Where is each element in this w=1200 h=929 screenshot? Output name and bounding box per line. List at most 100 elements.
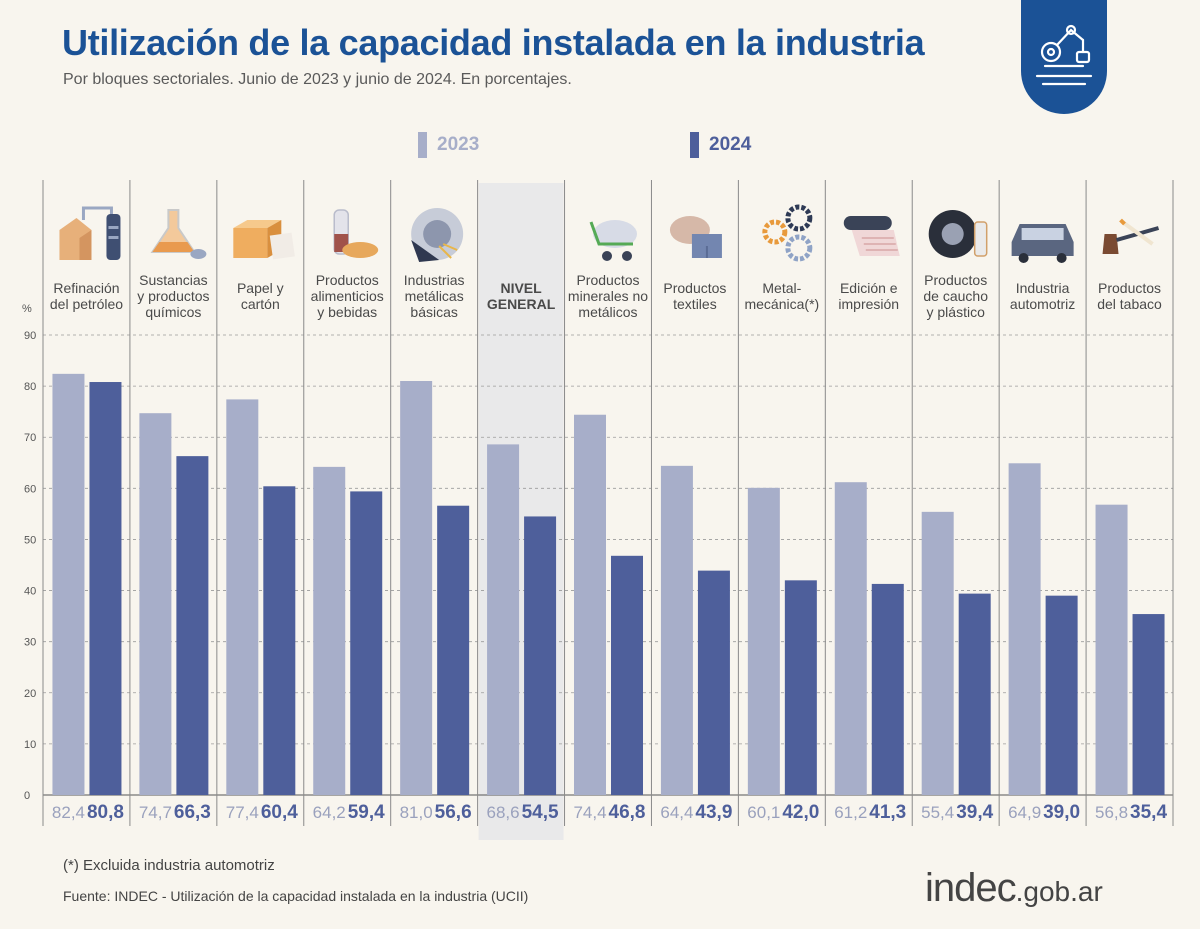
category-label: y bebidas [317, 304, 377, 320]
bar-2023 [1008, 463, 1041, 795]
bar-2024 [176, 456, 209, 795]
bar-2023 [660, 465, 693, 795]
legend-2024: 2024 [690, 132, 751, 158]
data-label-2023: 81,0 [400, 803, 433, 822]
y-tick-label: 70 [24, 432, 36, 444]
data-label-2024: 46,8 [609, 802, 646, 823]
category-label: del petróleo [50, 296, 123, 312]
data-label-2024: 56,6 [435, 802, 472, 823]
data-label-2023: 74,7 [139, 803, 172, 822]
industry-badge [1021, 0, 1107, 114]
legend-swatch-2024 [690, 132, 699, 158]
bar-2024 [437, 505, 470, 795]
bar-2023 [1095, 504, 1128, 795]
data-label-2024: 42,0 [782, 802, 819, 823]
category-label: Industria [1016, 280, 1070, 296]
textile-spool-icon [669, 216, 722, 258]
tire-icon [928, 210, 988, 258]
metal-saw-icon [411, 208, 464, 262]
printing-roll-icon [843, 216, 900, 256]
y-tick-label: 60 [24, 483, 36, 495]
data-label-2023: 64,2 [313, 803, 346, 822]
category-label: Productos [316, 272, 379, 288]
data-label-2024: 54,5 [522, 802, 559, 823]
category-label: de caucho [923, 288, 988, 304]
y-tick-label: 30 [24, 637, 36, 649]
data-label-2023: 61,2 [834, 803, 867, 822]
data-label-2024: 80,8 [87, 802, 124, 823]
data-label-2024: 39,0 [1043, 802, 1080, 823]
source-note: Fuente: INDEC - Utilización de la capaci… [63, 888, 529, 904]
bar-2024 [784, 580, 817, 795]
bar-2024 [1132, 614, 1165, 795]
y-tick-label: 50 [24, 534, 36, 546]
bar-2024 [871, 583, 904, 795]
y-tick-label: 0 [24, 790, 30, 802]
bar-2023 [574, 414, 606, 795]
bar-2024 [350, 491, 383, 795]
category-label: básicas [410, 304, 457, 320]
category-label: textiles [673, 296, 717, 312]
legend-label-2023: 2023 [437, 134, 480, 155]
data-label-2023: 55,4 [921, 803, 954, 822]
category-label: Metal- [762, 280, 801, 296]
chemistry-flask-icon [150, 209, 207, 259]
bar-2023 [921, 511, 954, 795]
bar-2023 [400, 381, 433, 795]
bar-2023 [226, 399, 259, 795]
category-label: Sustancias [139, 272, 207, 288]
y-tick-label: 40 [24, 586, 36, 598]
data-label-2023: 82,4 [52, 803, 85, 822]
data-label-2024: 39,4 [956, 802, 993, 823]
category-label: Productos [1098, 280, 1161, 296]
footnote: (*) Excluida industria automotriz [63, 857, 275, 874]
bar-2024 [524, 516, 557, 795]
data-label-2024: 59,4 [348, 802, 385, 823]
bar-2024 [89, 382, 122, 795]
data-label-2024: 60,4 [261, 802, 298, 823]
category-label: del tabaco [1097, 296, 1162, 312]
bar-2024 [1045, 595, 1078, 795]
category-label: Productos [663, 280, 726, 296]
bar-2023 [487, 444, 520, 795]
brand-main: indec [925, 866, 1017, 910]
category-label: y plástico [927, 304, 986, 320]
data-label-2023: 60,1 [747, 803, 780, 822]
data-label-2023: 64,9 [1008, 803, 1041, 822]
category-label: minerales no [568, 288, 648, 304]
robot-arm-icon [1035, 24, 1093, 86]
cement-mixer-icon [589, 220, 637, 261]
y-tick-label: 20 [24, 688, 36, 700]
gears-icon [762, 204, 813, 262]
data-label-2023: 68,6 [487, 803, 520, 822]
page-subtitle: Por bloques sectoriales. Junio de 2023 y… [63, 71, 572, 88]
category-label: Productos [576, 272, 639, 288]
category-label: metálicas [405, 288, 464, 304]
tobacco-pipe-icon [1102, 218, 1160, 254]
category-label: alimenticios [311, 288, 384, 304]
brand-logo: indec.gob.ar [925, 866, 1103, 911]
data-label-2023: 56,8 [1095, 803, 1128, 822]
bar-2024 [958, 593, 991, 795]
bar-2024 [263, 486, 296, 795]
bar-2023 [139, 413, 172, 795]
category-label: y productos [137, 288, 209, 304]
bar-2023 [834, 482, 867, 795]
data-label-2023: 74,4 [573, 803, 606, 822]
bar-2023 [52, 373, 85, 795]
bar-2023 [747, 487, 780, 795]
data-label-2024: 35,4 [1130, 802, 1167, 823]
category-label: químicos [145, 304, 201, 320]
car-icon [1011, 224, 1074, 263]
category-label: cartón [241, 296, 280, 312]
data-label-2024: 66,3 [174, 802, 211, 823]
legend-label-2024: 2024 [709, 134, 752, 155]
data-label-2024: 43,9 [695, 802, 732, 823]
category-label: Refinación [53, 280, 119, 296]
bar-2024 [697, 570, 730, 795]
bar-2024 [611, 555, 643, 795]
refinery-icon [59, 206, 121, 260]
page-title: Utilización de la capacidad instalada en… [62, 22, 925, 63]
data-label-2023: 77,4 [226, 803, 259, 822]
